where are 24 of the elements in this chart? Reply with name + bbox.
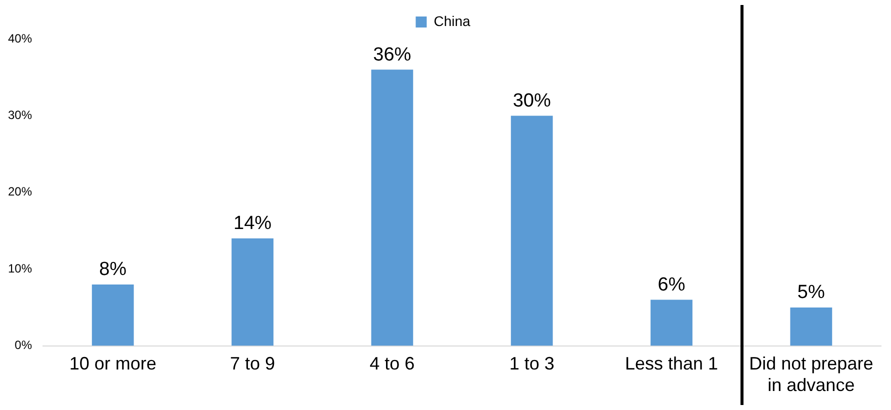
legend-label: China	[434, 12, 471, 29]
bar	[510, 116, 553, 346]
data-label: 6%	[658, 274, 686, 296]
data-label: 30%	[512, 90, 551, 112]
data-label: 36%	[373, 44, 412, 66]
x-tick-label: 7 to 9	[230, 354, 276, 374]
y-tick-label: 0%	[14, 338, 32, 352]
y-tick-label: 30%	[8, 108, 32, 122]
x-tick-label: 4 to 6	[370, 354, 415, 374]
x-tick-label: 1 to 3	[509, 354, 554, 374]
bar	[650, 300, 692, 346]
bar	[371, 70, 414, 346]
bar	[790, 307, 832, 346]
data-label: 5%	[797, 282, 825, 304]
data-label: 14%	[234, 213, 272, 234]
y-tick-label: 20%	[8, 184, 32, 199]
x-tick-label: 10 or more	[69, 354, 156, 374]
x-tick-label: Less than 1	[624, 354, 718, 374]
bar	[232, 238, 274, 346]
y-tick-label: 10%	[8, 261, 32, 276]
bar	[92, 284, 134, 346]
x-tick-label: Did not prepare in advance	[749, 354, 874, 396]
y-tick-label: 40%	[8, 31, 32, 46]
data-label: 8%	[99, 259, 127, 280]
